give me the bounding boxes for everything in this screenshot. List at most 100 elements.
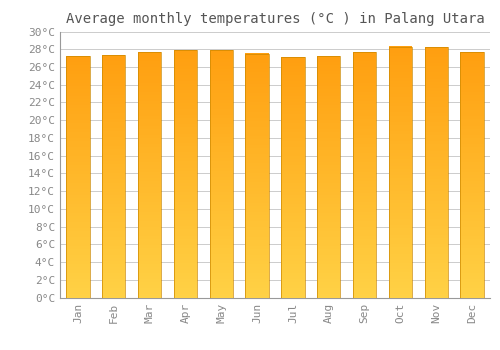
Bar <box>210 260 233 264</box>
Bar <box>174 186 197 189</box>
Bar <box>353 144 376 147</box>
Bar <box>174 143 197 146</box>
Bar <box>66 113 90 117</box>
Bar <box>138 156 161 159</box>
Bar <box>460 251 483 254</box>
Bar <box>282 57 304 60</box>
Bar <box>138 113 161 116</box>
Bar <box>460 227 483 230</box>
Bar <box>66 132 90 135</box>
Bar <box>317 122 340 126</box>
Bar <box>210 248 233 251</box>
Bar <box>460 162 483 166</box>
Bar <box>424 107 448 110</box>
Bar <box>246 172 268 176</box>
Bar <box>424 63 448 66</box>
Bar <box>102 101 126 104</box>
Bar <box>138 125 161 129</box>
Bar <box>102 94 126 98</box>
Bar <box>210 217 233 220</box>
Bar <box>424 219 448 223</box>
Bar <box>66 102 90 105</box>
Bar <box>210 121 233 124</box>
Bar <box>210 291 233 294</box>
Bar <box>389 253 412 257</box>
Bar <box>174 208 197 211</box>
Bar <box>317 68 340 71</box>
Bar <box>389 52 412 56</box>
Bar <box>246 206 268 209</box>
Bar <box>66 291 90 294</box>
Bar <box>353 264 376 267</box>
Bar <box>282 120 304 123</box>
Bar <box>210 226 233 230</box>
Bar <box>210 167 233 171</box>
Bar <box>210 87 233 90</box>
Bar <box>174 288 197 291</box>
Bar <box>246 72 268 75</box>
Bar <box>246 212 268 215</box>
Bar <box>66 294 90 297</box>
Bar <box>210 263 233 267</box>
Bar <box>424 216 448 219</box>
Bar <box>210 118 233 121</box>
Bar <box>138 242 161 245</box>
Bar <box>317 74 340 77</box>
Bar <box>174 96 197 100</box>
Bar <box>389 244 412 247</box>
Bar <box>246 66 268 69</box>
Bar <box>102 85 126 89</box>
Bar <box>66 128 90 132</box>
Bar <box>66 273 90 276</box>
Bar <box>353 294 376 297</box>
Bar <box>174 294 197 297</box>
Bar <box>389 131 412 134</box>
Bar <box>317 177 340 180</box>
Bar <box>66 117 90 120</box>
Bar <box>389 122 412 125</box>
Bar <box>282 204 304 208</box>
Bar <box>246 233 268 237</box>
Bar <box>102 134 126 137</box>
Bar <box>353 95 376 98</box>
Bar <box>424 225 448 229</box>
Bar <box>174 254 197 257</box>
Bar <box>138 61 161 64</box>
Bar <box>424 169 448 173</box>
Bar <box>66 261 90 264</box>
Bar <box>460 150 483 153</box>
Bar <box>246 273 268 276</box>
Bar <box>460 64 483 67</box>
Bar <box>174 109 197 112</box>
Bar <box>66 141 90 144</box>
Bar <box>424 104 448 107</box>
Bar <box>138 135 161 138</box>
Bar <box>317 153 340 156</box>
Bar <box>460 122 483 126</box>
Bar <box>353 242 376 245</box>
Bar <box>424 210 448 213</box>
Bar <box>174 236 197 239</box>
Bar <box>246 69 268 72</box>
Bar <box>210 285 233 288</box>
Bar <box>424 147 448 150</box>
Bar <box>66 198 90 201</box>
Bar <box>389 162 412 166</box>
Bar <box>317 216 340 219</box>
Bar <box>424 204 448 207</box>
Bar <box>138 58 161 61</box>
Bar <box>389 219 412 222</box>
Bar <box>389 294 412 297</box>
Bar <box>353 199 376 202</box>
Bar <box>424 72 448 76</box>
Bar <box>317 62 340 65</box>
Bar <box>282 234 304 237</box>
Bar <box>460 82 483 86</box>
Bar <box>460 224 483 227</box>
Bar <box>424 194 448 197</box>
Bar <box>66 98 90 101</box>
Bar <box>353 273 376 276</box>
Bar <box>282 228 304 231</box>
Bar <box>424 285 448 288</box>
Bar <box>138 190 161 193</box>
